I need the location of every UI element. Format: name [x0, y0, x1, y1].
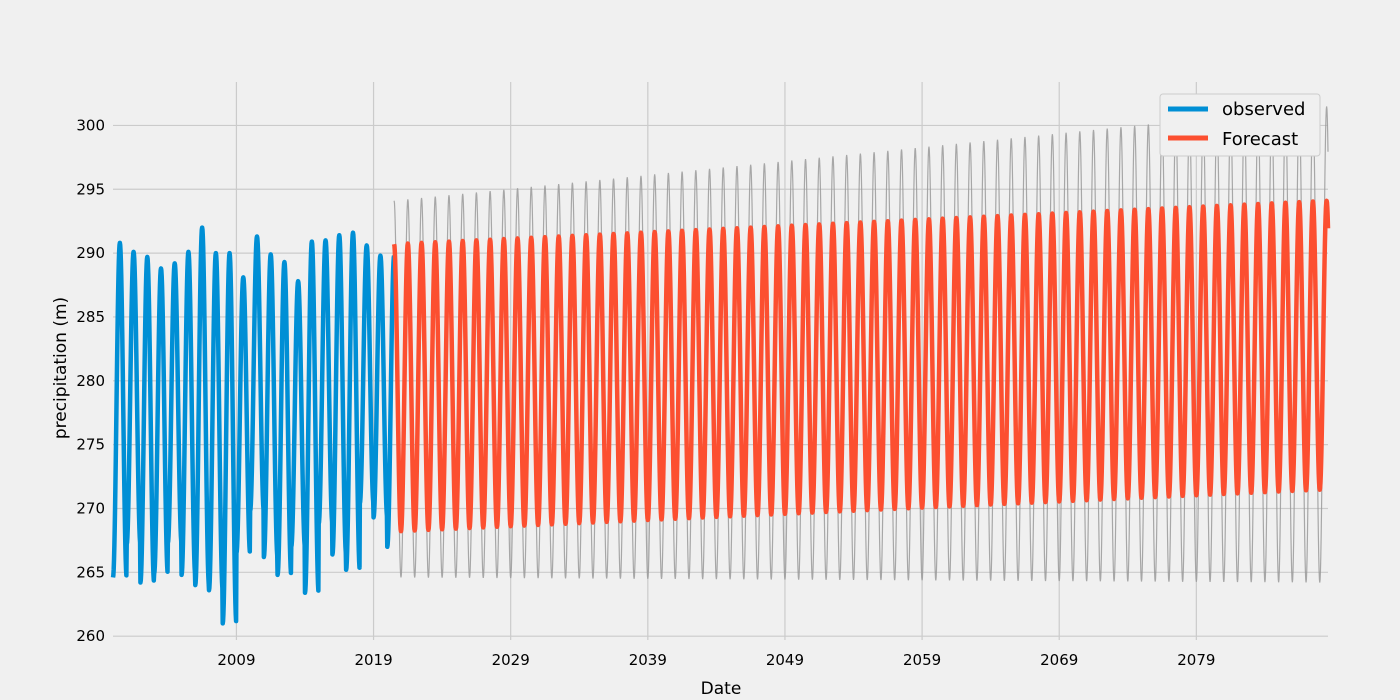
legend-label-forecast: Forecast — [1222, 129, 1298, 150]
y-tick-label: 265 — [76, 563, 105, 581]
y-axis-label: precipitation (m) — [51, 297, 71, 439]
series-lines-group — [110, 198, 1331, 626]
x-tick-label: 2009 — [217, 651, 255, 669]
y-tick-label: 270 — [76, 499, 105, 517]
x-tick-label: 2069 — [1040, 651, 1078, 669]
y-tick-label: 285 — [76, 308, 105, 326]
legend-label-observed: observed — [1222, 99, 1305, 120]
x-tick-label: 2079 — [1177, 651, 1215, 669]
y-tick-label: 260 — [76, 627, 105, 645]
x-tick-label: 2029 — [492, 651, 530, 669]
tick-labels-group: 260 265 270 275 280 285 290 295 300 2009 2019 2029 2… — [76, 116, 1215, 669]
y-tick-label: 280 — [76, 372, 105, 390]
y-tick-label: 275 — [76, 436, 105, 454]
x-tick-label: 2019 — [354, 651, 392, 669]
series-line-forecast — [391, 198, 1331, 534]
x-tick-label: 2049 — [766, 651, 804, 669]
series-line-observed — [110, 225, 397, 626]
legend: observed Forecast — [1159, 93, 1321, 157]
x-tick-label: 2059 — [903, 651, 941, 669]
y-tick-label: 295 — [76, 180, 105, 198]
x-axis-label: Date — [701, 679, 742, 699]
x-tick-label: 2039 — [629, 651, 667, 669]
y-tick-label: 290 — [76, 244, 105, 262]
y-tick-label: 300 — [76, 116, 105, 134]
